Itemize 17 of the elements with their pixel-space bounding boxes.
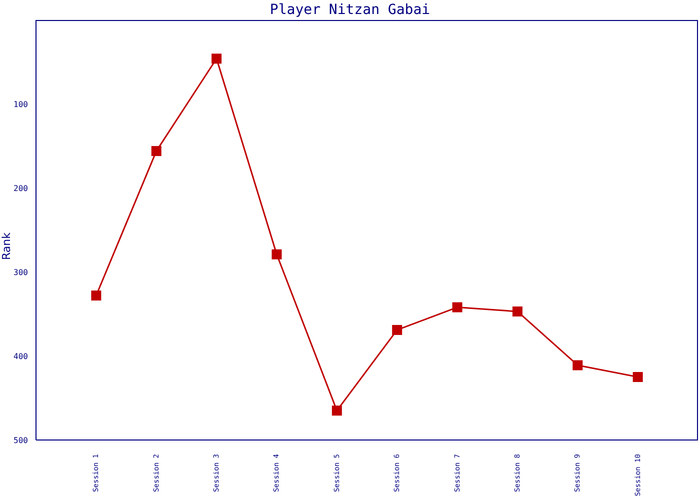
point (212, 54, 222, 64)
y-tick-label: 300 (14, 268, 28, 277)
y-tick-label: 200 (14, 184, 28, 193)
point (632, 372, 643, 382)
y-tick-label: 400 (14, 352, 28, 361)
y-tick-label: 100 (14, 100, 28, 109)
y-axis-title: Rank (0, 232, 14, 260)
chart-title: Player Nitzan Gabai (268, 2, 432, 18)
y-tick-label: 500 (14, 436, 28, 445)
point (572, 360, 583, 370)
point (512, 306, 522, 316)
point (91, 290, 102, 301)
point (392, 324, 402, 335)
point (272, 249, 282, 260)
point (151, 146, 162, 156)
point (332, 406, 342, 416)
point (452, 302, 462, 312)
